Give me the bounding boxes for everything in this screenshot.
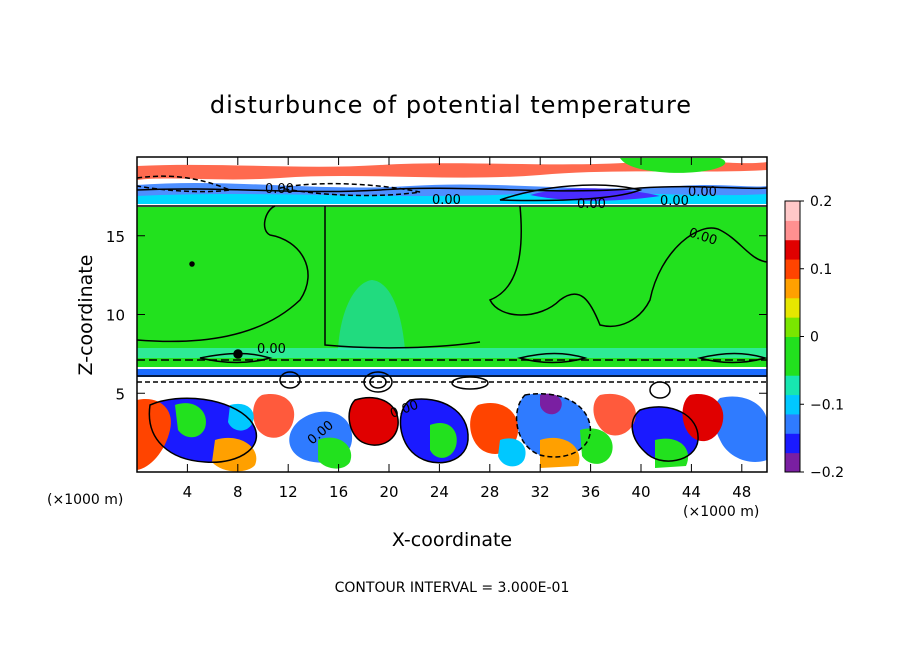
lower-blue-6 [714,396,767,462]
contour-label: 0.00 [265,182,294,197]
contour-mid-right [324,205,481,349]
x-tick-label: 8 [233,483,243,501]
lower-green-3 [430,422,457,458]
y-axis-label: Z-coordinate [75,255,97,376]
chart-title: disturbunce of potential temperature [210,91,692,119]
colorbar-segment [785,201,800,221]
lower-red-3 [349,397,399,446]
colorbar-ticks: 0.2 0.1 0 −0.1 −0.2 [800,194,844,481]
contour-right-dome [488,205,767,327]
colorbar-segment [785,317,800,337]
contour-low-4 [631,406,699,462]
contour-low-3 [515,393,591,458]
contour-dot-1 [233,349,243,359]
x-tick-label: 28 [480,483,499,501]
lower-green-1 [175,403,206,438]
x-tick-label: 44 [682,483,701,501]
plot-field [137,157,767,472]
cyan-band [137,348,767,358]
x-tick-label: 24 [430,483,449,501]
x-tick-label: 12 [279,483,298,501]
contour-low-5 [348,396,399,446]
contour-low-1 [148,397,257,464]
lower-orange-2 [540,437,580,468]
contour-lens-1 [199,352,273,364]
x-tick-label: 32 [531,483,550,501]
colorbar-segment [785,413,800,434]
y-tick-label: 10 [106,307,125,325]
colorbar-segment [785,336,800,357]
lower-blue-4 [516,393,591,457]
contour-lens-3 [697,352,767,364]
lower-red-5 [593,393,636,436]
contour-labels: 0.00 0.00 0.00 0.00 0.00 0.00 0.00 0.00 … [257,182,719,448]
contour-upper-2 [499,184,643,202]
contour-ring-cluster-4 [649,381,671,399]
x-tick-label: 20 [379,483,398,501]
contour-low-2 [399,398,469,464]
contour-label: 0.00 [257,342,286,357]
contour-upper-1 [137,185,767,193]
x-axis-label: X-coordinate [392,529,512,551]
colorbar-segment [785,452,800,473]
colorbar-segment [785,375,800,396]
contour-label: 0.00 [660,194,689,209]
contour-lens-2 [517,352,588,364]
colorbar-segment [785,220,800,241]
contour-ring-cluster-2 [369,375,387,389]
colorbar-tick-label: 0 [810,330,819,346]
x-tick-label: 40 [631,483,650,501]
contour-interval-note: CONTOUR INTERVAL = 3.000E-01 [335,580,570,596]
contour-label: 0.00 [432,193,461,208]
upper-red-streak [137,160,767,180]
contour-mid-left [137,205,309,343]
lower-green-2 [318,437,352,469]
y-axis: 5 10 15 [106,228,767,403]
contour-upper-3 [279,182,421,197]
lower-orange-1 [212,437,257,472]
lower-cyan-1 [228,403,254,431]
x-axis: 4 8 12 16 20 24 28 32 36 40 44 48 [183,157,751,501]
colorbar-segment [785,433,800,454]
blue-band [137,369,767,379]
x-tick-label: 48 [732,483,751,501]
contour-ring-cluster-5 [279,371,301,389]
colorbar-tick-label: 0.1 [810,262,832,278]
contour-dot-2 [189,261,195,267]
lower-red-2 [253,394,295,438]
colorbar-segment [785,297,800,318]
colorbar-segment [785,278,800,299]
y-tick-label: 15 [106,228,125,246]
x-unit-left: (×1000 m) [47,492,123,508]
colorbar-segment [785,355,800,376]
lower-cyan-2 [498,438,526,467]
colorbar-segment [785,394,800,415]
lower-green-4 [580,428,613,464]
upper-green-patch [620,158,726,173]
colorbar-segment [785,259,800,279]
x-tick-label: 4 [183,483,193,501]
contour-label: 0.00 [688,185,717,200]
y-tick-label: 5 [115,385,125,403]
colorbar [785,201,800,473]
colorbar-tick-label: −0.1 [810,397,844,413]
lower-purple-1 [540,393,562,415]
colorbar-tick-label: 0.2 [810,194,832,210]
colorbar-tick-label: −0.2 [810,465,844,481]
contour-label: 0.00 [577,197,606,212]
lower-red-6 [682,394,724,442]
x-tick-label: 36 [581,483,600,501]
x-unit-right: (×1000 m) [683,504,759,520]
colorbar-segment [785,239,800,260]
cyan-plume [338,280,405,350]
contour-upper-4 [137,175,233,193]
contour-lines [137,175,767,464]
contour-ring-cluster-3 [451,376,489,390]
x-tick-label: 16 [329,483,348,501]
green-body [137,207,767,367]
white-band [137,377,767,395]
contour-ring-cluster-1 [363,371,393,393]
